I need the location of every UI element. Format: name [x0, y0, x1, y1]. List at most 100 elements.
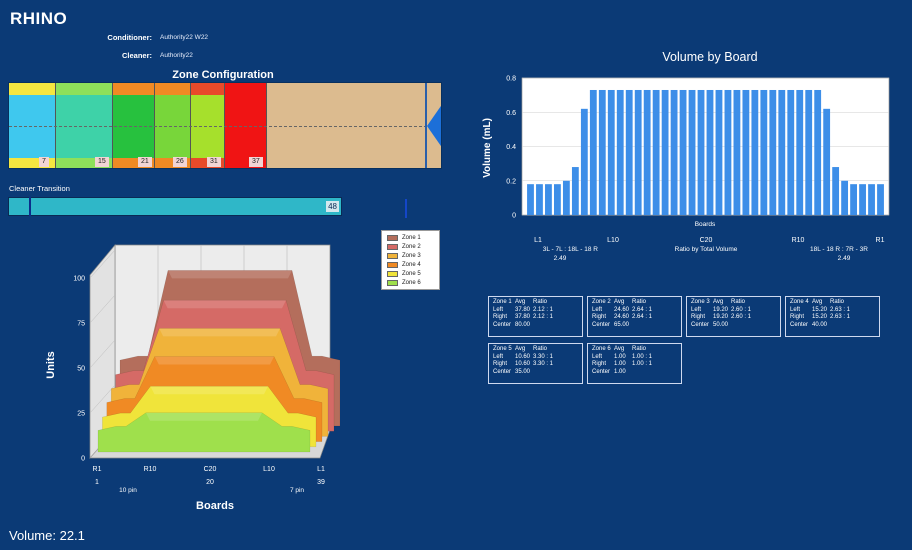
stat-row: Left 37.80 2.12 : 1: [493, 307, 578, 315]
volume-bar: [670, 89, 678, 215]
volume-axis-label: Volume (mL): [482, 118, 493, 178]
zone-units-layer-top: [146, 412, 262, 421]
stat-cell: Center: [691, 321, 710, 328]
zone-config-strip[interactable]: 7 15 21 26 31 37: [8, 82, 442, 169]
volume-x-axis-label: Boards: [695, 221, 716, 228]
volume-y-tick: 0.6: [506, 110, 516, 117]
volume-bar: [805, 89, 813, 215]
volume-y-tick: 0: [512, 213, 516, 220]
zone-stat-box: Zone 5 Avg Ratio Left 10.60 3.30 : 1 Right 10.6…: [488, 343, 583, 384]
volume-x-mark: L1: [534, 237, 542, 244]
volume-bar: [554, 184, 561, 215]
pin-deck-arrow-icon: [427, 105, 441, 147]
stat-cell: Center: [790, 321, 809, 328]
stat-cell: 1.00: [614, 353, 626, 360]
units-gridline: [89, 339, 116, 369]
stat-cell: 10.60: [515, 361, 531, 368]
boards-axis-label: Boards: [196, 500, 234, 512]
cleaner-label: Cleaner:: [121, 51, 152, 60]
cleaner-transition-label: Cleaner Transition: [9, 184, 70, 193]
ratio-left-label: 3L - 7L : 18L - 18 R: [543, 246, 599, 253]
app-title: RHINO: [10, 9, 68, 28]
stat-cell: Zone 2: [592, 299, 611, 305]
units-x-board-number: 39: [317, 479, 325, 486]
volume-bar: [697, 89, 705, 215]
cleaner-transition-value: 48: [326, 201, 339, 212]
stat-row: Left 15.20 2.63 : 1: [790, 307, 875, 315]
zone-block-5: [190, 83, 224, 168]
volume-bar: [877, 184, 884, 215]
legend-swatch: [387, 244, 398, 250]
stat-row: Center 40.00: [790, 322, 875, 330]
zone-units-layer-top: [150, 386, 268, 395]
stat-cell: Avg: [515, 299, 526, 305]
units-x-mark: R1: [93, 466, 102, 473]
stat-cell: 35.00: [515, 368, 531, 375]
stat-cell: Avg: [515, 346, 526, 352]
stat-row: Center 1.00: [592, 369, 677, 377]
stat-cell: 24.60: [614, 314, 630, 321]
zone-block-divider: [112, 83, 113, 168]
volume-bar: [634, 89, 642, 215]
volume-bar: [796, 89, 804, 215]
stat-cell: Center: [493, 321, 512, 328]
total-volume-label: Volume: 22.1: [9, 528, 85, 543]
units-gridline: [89, 294, 116, 324]
units-gridline: [89, 384, 116, 414]
stat-cell: Zone 4: [790, 299, 809, 305]
volume-x-mark: R10: [792, 237, 805, 244]
units-x-mark: L1: [317, 466, 325, 473]
pin-left-label: 10 pin: [119, 487, 137, 494]
volume-bar: [625, 89, 633, 215]
zone-units-layer-top: [159, 328, 280, 337]
volume-bar: [832, 167, 840, 215]
zone-stat-box: Zone 4 Avg Ratio Left 15.20 2.63 : 1 Right 15.2…: [785, 296, 880, 337]
legend-item: Zone 2: [387, 244, 421, 250]
volume-bar: [778, 89, 786, 215]
stat-cell: 1.00: [614, 368, 626, 375]
stat-cell: Zone 6: [592, 346, 611, 352]
volume-bar: [688, 89, 696, 215]
stat-row: Center 35.00: [493, 369, 578, 377]
stat-row: Zone 5 Avg Ratio: [493, 346, 578, 354]
volume-bar: [850, 184, 857, 215]
volume-bar: [823, 108, 831, 215]
cleaner-transition-bar[interactable]: 48: [8, 197, 342, 216]
stat-cell: Ratio: [533, 346, 548, 352]
legend-label: Zone 3: [402, 253, 421, 259]
units-gridline: [89, 249, 116, 279]
units-y-tick: 50: [77, 366, 85, 373]
zone-units-layer-top: [163, 300, 286, 309]
zone-block-divider: [154, 83, 155, 168]
stat-cell: 2.63 : 1: [830, 306, 851, 313]
volume-bar: [814, 89, 822, 215]
zone-units-chart: 0 25 50 75 100 R1 R10 C20 L10 L1 1 20 39 10 pin 7 pin…: [45, 244, 340, 512]
stat-cell: Zone 1: [493, 299, 512, 305]
legend-swatch: [387, 235, 398, 241]
conditioner-value: Authority22 W22: [160, 34, 209, 41]
stat-row: Center 50.00: [691, 322, 776, 330]
volume-x-mark: R1: [876, 237, 885, 244]
zone-marker-37: 37: [249, 157, 263, 167]
volume-bar: [751, 89, 759, 215]
volume-bar: [652, 89, 660, 215]
stat-cell: 19.20: [713, 314, 729, 321]
volume-bar: [562, 180, 570, 215]
zone-block-2: [55, 83, 112, 168]
units-x-mark: C20: [204, 466, 217, 473]
legend-swatch: [387, 271, 398, 277]
stat-row: Right 37.80 2.12 : 1: [493, 314, 578, 322]
conditioner-label: Conditioner:: [107, 33, 152, 42]
zone-block-divider: [224, 83, 225, 168]
stat-row: Center 80.00: [493, 322, 578, 330]
volume-y-tick: 0.2: [506, 178, 516, 185]
stat-cell: 2.64 : 1: [632, 306, 653, 313]
stat-row: Zone 2 Avg Ratio: [592, 299, 677, 307]
legend-item: Zone 3: [387, 253, 421, 259]
zone-stat-box: Zone 6 Avg Ratio Left 1.00 1.00 : 1 Right 1.00 1…: [587, 343, 682, 384]
stat-cell: 15.20: [812, 314, 828, 321]
units-x-mark: L10: [263, 466, 275, 473]
legend-swatch: [387, 262, 398, 268]
stat-cell: 2.60 : 1: [731, 314, 752, 321]
volume-bar: [715, 89, 723, 215]
